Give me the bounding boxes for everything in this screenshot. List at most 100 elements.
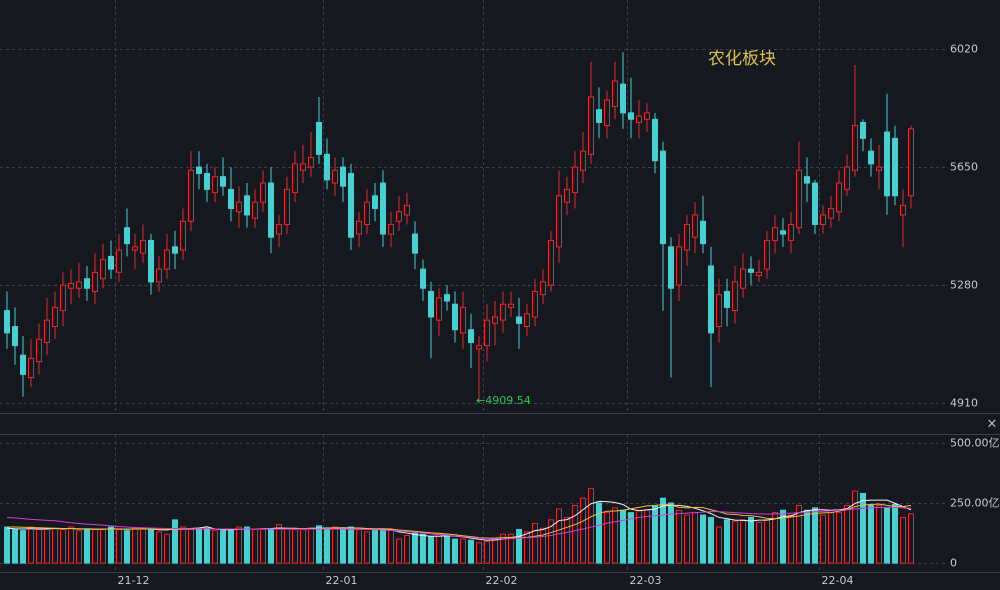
volume-bar — [428, 536, 434, 564]
candle-body — [36, 338, 42, 363]
candle-body — [764, 239, 770, 270]
candle-body — [884, 131, 890, 197]
volume-bar — [660, 497, 666, 564]
candle-body — [900, 204, 906, 216]
volume-bar — [164, 533, 170, 564]
volume-bar — [36, 528, 42, 564]
volume-bar — [28, 526, 34, 564]
candle-body — [164, 249, 170, 270]
volume-bar — [588, 488, 594, 564]
candle-body — [372, 195, 378, 210]
volume-bar — [172, 519, 178, 564]
volume-bar — [276, 524, 282, 564]
candle-body — [68, 282, 74, 289]
y-tick-label: 250.00亿 — [950, 497, 1000, 510]
volume-bar — [404, 534, 410, 564]
candle-body — [612, 80, 618, 108]
candle-body — [388, 223, 394, 235]
volume-bar — [692, 512, 698, 564]
candle-body — [588, 96, 594, 155]
candle-body — [300, 163, 306, 171]
volume-bar — [652, 504, 658, 564]
candle-body — [508, 303, 514, 308]
candle-body — [556, 195, 562, 248]
volume-bar — [412, 532, 418, 564]
candle-body — [92, 271, 98, 292]
candle-body — [332, 169, 338, 184]
volume-bar — [740, 519, 746, 564]
y-tick-label: 6020 — [950, 43, 978, 56]
volume-bar — [236, 526, 242, 564]
volume-bar — [868, 504, 874, 564]
volume-bar — [340, 527, 346, 564]
candle-body — [228, 188, 234, 210]
volume-bar — [492, 538, 498, 564]
candle-body — [268, 182, 274, 238]
volume-bar — [268, 528, 274, 564]
volume-bar — [684, 514, 690, 564]
ma-line — [7, 503, 912, 539]
candle-body — [676, 246, 682, 286]
volume-bar — [308, 527, 314, 564]
candle-body — [460, 306, 466, 334]
candle-body — [540, 281, 546, 296]
volume-bar — [788, 514, 794, 564]
volume-bar — [68, 526, 74, 564]
volume-bar — [132, 527, 138, 564]
candle-body — [572, 166, 578, 194]
volume-bar — [908, 513, 914, 564]
volume-bar — [476, 542, 482, 564]
volume-bar — [372, 528, 378, 564]
candle-body — [140, 239, 146, 254]
candle-body — [876, 166, 882, 171]
volume-bar — [356, 528, 362, 564]
close-icon[interactable]: × — [987, 417, 998, 432]
volume-bar — [420, 533, 426, 564]
candle-body — [596, 109, 602, 123]
candle-body — [132, 246, 138, 251]
volume-bar — [348, 526, 354, 564]
volume-bar — [508, 533, 514, 564]
volume-bar — [92, 528, 98, 564]
candle-body — [292, 163, 298, 194]
candle-body — [236, 201, 242, 213]
candle-body — [748, 268, 754, 273]
candle-body — [4, 310, 10, 334]
candle-body — [476, 345, 482, 350]
volume-bar — [884, 507, 890, 564]
volume-bar — [20, 530, 26, 564]
candle-body — [340, 166, 346, 187]
x-tick-label: 22-04 — [822, 574, 854, 587]
volume-bar — [892, 503, 898, 564]
volume-bar — [668, 502, 674, 564]
candle-body — [220, 176, 226, 187]
volume-bar — [716, 526, 722, 564]
x-tick-label: 21-12 — [118, 574, 150, 587]
volume-bar — [860, 492, 866, 564]
candle-body — [308, 157, 314, 168]
volume-bar — [724, 519, 730, 564]
low-annotation: ←4909.54 — [476, 394, 531, 407]
candle-body — [44, 319, 50, 343]
volume-bar — [244, 526, 250, 564]
candle-body — [852, 125, 858, 171]
volume-bar — [804, 509, 810, 564]
volume-bar — [556, 508, 562, 564]
volume-bar — [900, 516, 906, 564]
candle-body — [620, 83, 626, 114]
volume-bar — [44, 527, 50, 564]
volume-bar — [444, 534, 450, 564]
candle-body — [716, 294, 722, 328]
candle-body — [892, 137, 898, 197]
candle-body — [660, 150, 666, 245]
volume-bar — [364, 531, 370, 564]
candle-body — [868, 150, 874, 165]
candle-body — [532, 290, 538, 318]
candle-body — [836, 182, 842, 213]
candle-body — [756, 271, 762, 277]
volume-bar — [564, 516, 570, 564]
candle-body — [492, 316, 498, 324]
candle-body — [156, 268, 162, 283]
